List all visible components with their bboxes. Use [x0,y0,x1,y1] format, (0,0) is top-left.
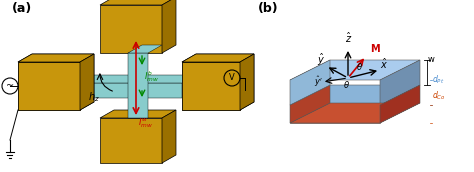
Polygon shape [18,62,80,110]
Polygon shape [380,85,420,123]
Text: $d_{Co}$: $d_{Co}$ [432,89,446,101]
Polygon shape [290,105,380,123]
Text: $h_z$: $h_z$ [88,90,100,104]
Polygon shape [100,5,162,53]
Polygon shape [182,62,240,110]
Polygon shape [128,45,162,53]
Polygon shape [290,85,420,105]
Polygon shape [100,0,176,5]
Polygon shape [290,103,420,123]
Polygon shape [100,118,162,163]
Polygon shape [182,62,240,110]
Text: V: V [229,73,235,83]
Polygon shape [182,54,254,62]
Text: (a): (a) [12,2,32,15]
Text: $I_{mw}^{w}$: $I_{mw}^{w}$ [138,116,153,130]
Polygon shape [80,54,94,110]
Text: $\hat{x}$: $\hat{x}$ [380,57,388,71]
Polygon shape [80,75,196,83]
Polygon shape [290,60,420,80]
Text: $d_{Pt}$: $d_{Pt}$ [432,74,444,87]
Polygon shape [290,85,330,123]
Polygon shape [162,110,176,163]
Text: w: w [428,55,435,64]
Text: M: M [370,44,380,54]
Polygon shape [18,54,94,62]
Polygon shape [18,62,80,110]
Text: $\hat{y}'$: $\hat{y}'$ [314,74,322,89]
Polygon shape [240,54,254,110]
Polygon shape [240,54,254,110]
Polygon shape [290,60,330,105]
Polygon shape [162,0,176,53]
Polygon shape [128,53,148,118]
Polygon shape [182,54,254,62]
Text: $I_{mw}^{b}$: $I_{mw}^{b}$ [144,69,159,83]
Polygon shape [18,54,94,62]
Polygon shape [80,83,182,98]
Text: $\hat{y}$: $\hat{y}$ [317,52,325,68]
Polygon shape [80,54,94,110]
Text: $\theta$: $\theta$ [343,79,350,90]
Text: (b): (b) [258,2,279,15]
Polygon shape [100,110,176,118]
Text: $\theta$: $\theta$ [356,61,363,72]
Polygon shape [380,60,420,105]
Text: ~: ~ [6,81,14,91]
Text: $\hat{z}$: $\hat{z}$ [346,31,353,45]
